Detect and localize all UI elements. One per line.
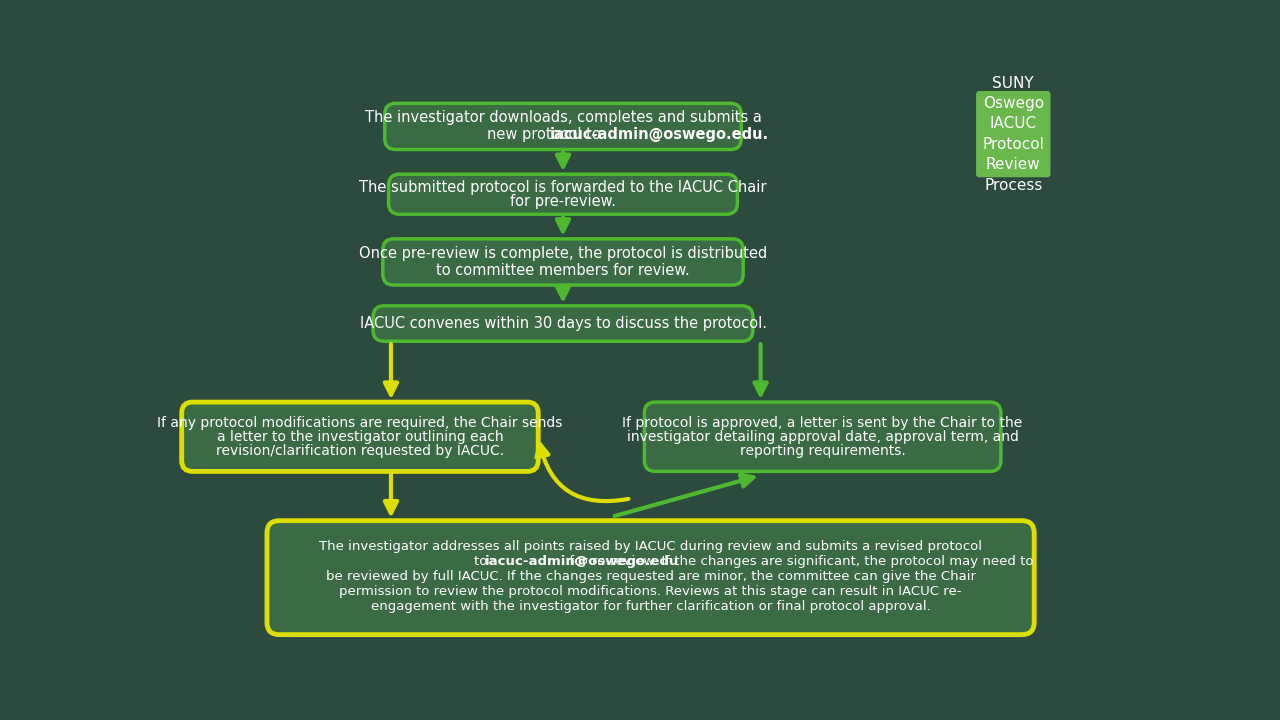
FancyBboxPatch shape — [644, 402, 1001, 472]
Text: iacuc-admin@oswego.edu.: iacuc-admin@oswego.edu. — [549, 127, 768, 143]
Text: If any protocol modifications are required, the Chair sends: If any protocol modifications are requir… — [157, 416, 563, 430]
FancyBboxPatch shape — [383, 239, 744, 285]
FancyBboxPatch shape — [389, 174, 737, 215]
Text: be reviewed by full IACUC. If the changes requested are minor, the committee can: be reviewed by full IACUC. If the change… — [325, 570, 975, 583]
Text: for pre-review.: for pre-review. — [509, 194, 616, 209]
Text: Once pre-review is complete, the protocol is distributed: Once pre-review is complete, the protoco… — [358, 246, 767, 261]
Text: SUNY
Oswego
IACUC
Protocol
Review
Process: SUNY Oswego IACUC Protocol Review Proces… — [982, 76, 1044, 193]
Text: revision/clarification requested by IACUC.: revision/clarification requested by IACU… — [216, 444, 504, 458]
FancyBboxPatch shape — [182, 402, 538, 472]
Text: iacuc-admin@oswego.edu: iacuc-admin@oswego.edu — [485, 555, 680, 568]
Text: The submitted protocol is forwarded to the IACUC Chair: The submitted protocol is forwarded to t… — [360, 180, 767, 195]
FancyBboxPatch shape — [977, 91, 1051, 177]
Text: IACUC convenes within 30 days to discuss the protocol.: IACUC convenes within 30 days to discuss… — [360, 316, 767, 331]
FancyBboxPatch shape — [268, 521, 1034, 634]
Text: The investigator downloads, completes and submits a: The investigator downloads, completes an… — [365, 110, 762, 125]
Text: for re-review. If the changes are significant, the protocol may need to: for re-review. If the changes are signif… — [564, 555, 1033, 568]
Text: The investigator addresses all points raised by IACUC during review and submits : The investigator addresses all points ra… — [319, 540, 982, 554]
Text: permission to review the protocol modifications. Reviews at this stage can resul: permission to review the protocol modifi… — [339, 585, 961, 598]
Text: to committee members for review.: to committee members for review. — [436, 263, 690, 278]
Text: to: to — [474, 555, 492, 568]
Text: If protocol is approved, a letter is sent by the Chair to the: If protocol is approved, a letter is sen… — [622, 416, 1023, 430]
FancyBboxPatch shape — [385, 104, 741, 150]
Text: investigator detailing approval date, approval term, and: investigator detailing approval date, ap… — [627, 430, 1019, 444]
Text: a letter to the investigator outlining each: a letter to the investigator outlining e… — [216, 430, 503, 444]
Text: engagement with the investigator for further clarification or final protocol app: engagement with the investigator for fur… — [371, 600, 931, 613]
Text: new protocol to: new protocol to — [486, 127, 605, 143]
Text: reporting requirements.: reporting requirements. — [740, 444, 905, 458]
FancyBboxPatch shape — [374, 306, 753, 341]
